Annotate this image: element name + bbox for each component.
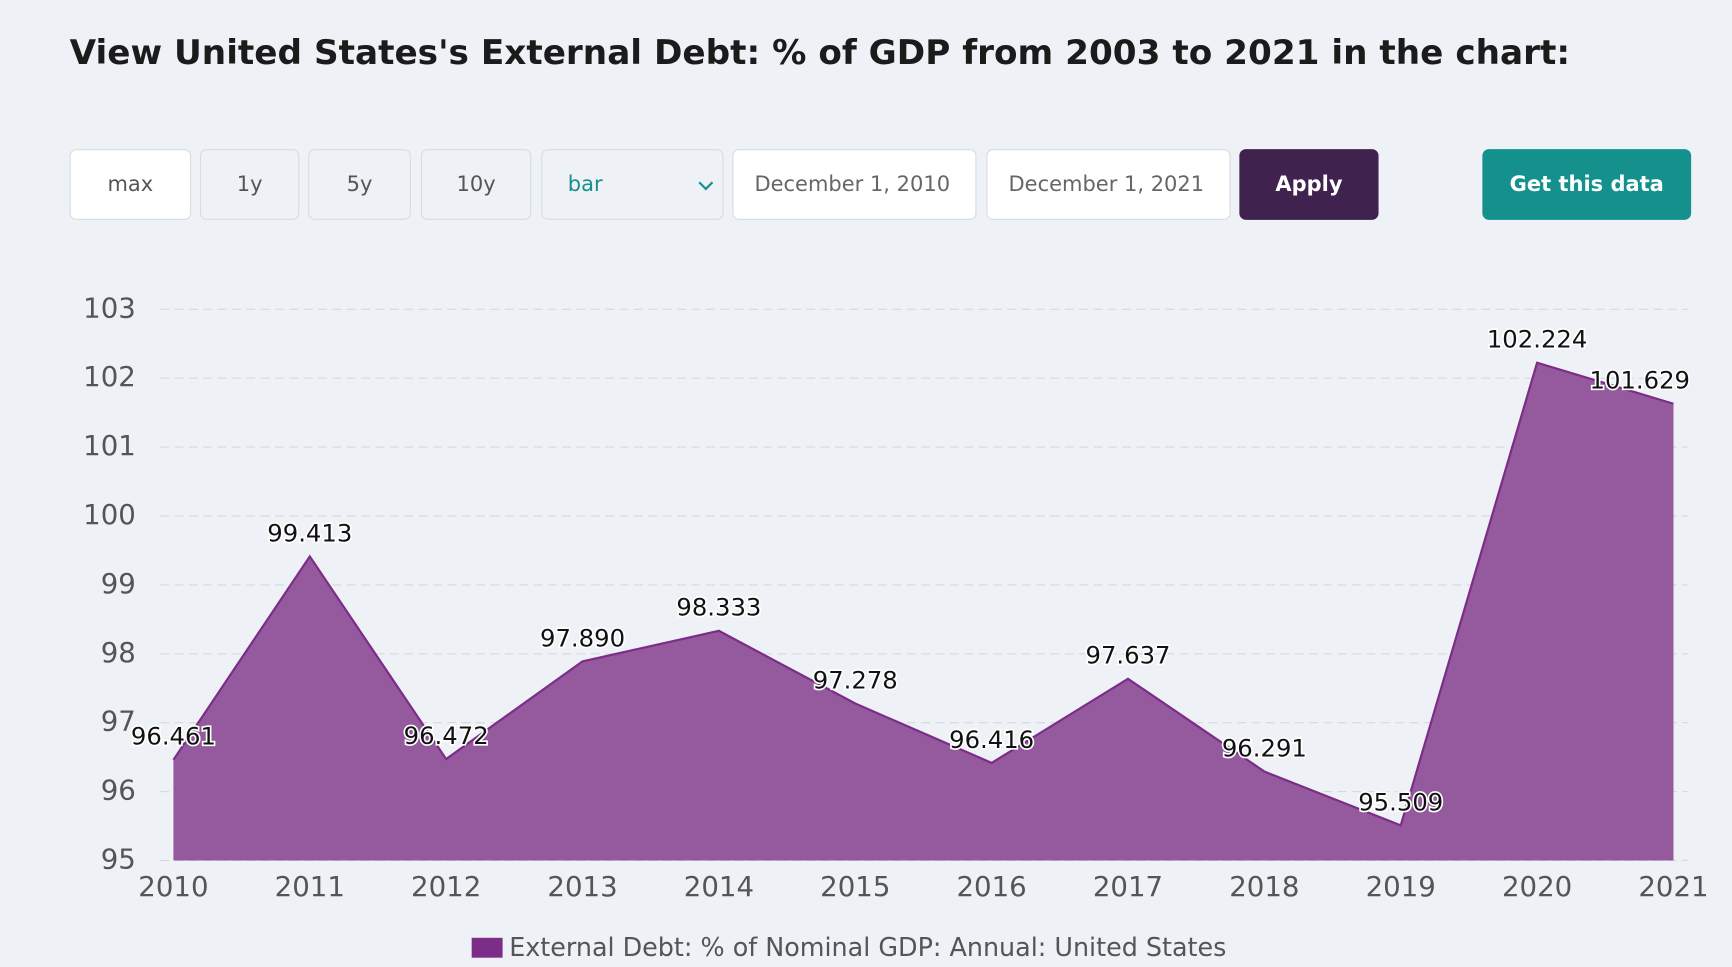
range-button[interactable]: max (69, 149, 192, 220)
x-tick-label: 2015 (820, 870, 890, 903)
x-tick-label: 2011 (275, 870, 345, 903)
chevron (698, 181, 714, 191)
value-label: 96.291 (1222, 733, 1307, 762)
x-tick-label: 2014 (684, 870, 754, 903)
y-tick-label: 99 (101, 567, 136, 600)
x-tick-label: 2017 (1093, 870, 1163, 903)
get-data-button[interactable]: Get this data (1482, 149, 1692, 220)
y-tick-label: 101 (83, 429, 136, 462)
y-tick-label: 97 (101, 705, 136, 738)
x-tick-label: 2019 (1366, 870, 1436, 903)
value-label: 97.637 (1085, 641, 1170, 670)
area-line (172, 361, 1674, 827)
legend-swatch (471, 937, 503, 958)
chart-type-select[interactable]: bar (541, 149, 724, 220)
value-label: 99.413 (267, 518, 352, 547)
range-button[interactable]: 1y (199, 149, 300, 220)
value-label: 98.333 (676, 593, 761, 622)
value-label: 96.461 (131, 722, 216, 751)
y-tick-label: 100 (83, 498, 136, 531)
x-tick-label: 2018 (1229, 870, 1299, 903)
area (173, 362, 1674, 861)
y-tick-label: 98 (101, 636, 136, 669)
value-label: 101.629 (1590, 366, 1690, 395)
y-tick-label: 103 (83, 291, 136, 324)
y-tick-label: 96 (101, 774, 136, 807)
start-date-input[interactable]: December 1, 2010 (732, 149, 977, 220)
value-label: 97.278 (813, 665, 898, 694)
x-tick-label: 2013 (547, 870, 617, 903)
range-button[interactable]: 10y (420, 149, 532, 220)
value-label: 97.890 (540, 623, 625, 652)
range-button[interactable]: 5y (308, 149, 411, 220)
x-tick-label: 2021 (1638, 870, 1708, 903)
y-tick-label: 95 (101, 842, 136, 875)
x-tick-label: 2020 (1502, 870, 1572, 903)
x-tick-label: 2012 (411, 870, 481, 903)
value-label: 96.472 (404, 721, 489, 750)
x-tick-label: 2016 (956, 870, 1026, 903)
value-label: 102.224 (1487, 325, 1587, 354)
apply-button[interactable]: Apply (1239, 149, 1379, 220)
legend-label: External Debt: % of Nominal GDP: Annual:… (509, 932, 1226, 962)
page-title: View United States's External Debt: % of… (69, 33, 1571, 73)
value-label: 96.416 (949, 725, 1034, 754)
y-tick-label: 102 (83, 360, 136, 393)
x-tick-label: 2010 (138, 870, 208, 903)
select-value: bar (567, 172, 603, 197)
value-label: 95.509 (1358, 787, 1443, 816)
end-date-input[interactable]: December 1, 2021 (986, 149, 1231, 220)
